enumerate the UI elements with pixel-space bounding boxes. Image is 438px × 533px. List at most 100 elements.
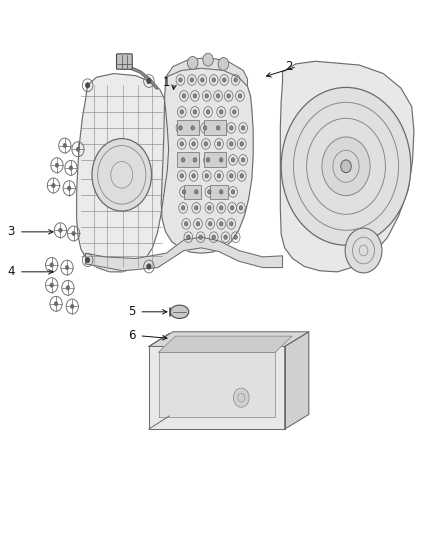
- Circle shape: [201, 78, 204, 82]
- Circle shape: [190, 78, 194, 82]
- Circle shape: [92, 139, 152, 211]
- Circle shape: [179, 78, 182, 82]
- Circle shape: [194, 190, 198, 194]
- Circle shape: [217, 174, 221, 178]
- Circle shape: [219, 222, 223, 226]
- Circle shape: [212, 235, 215, 239]
- Circle shape: [223, 78, 226, 82]
- Circle shape: [203, 126, 207, 130]
- Circle shape: [231, 190, 235, 194]
- Polygon shape: [159, 352, 275, 417]
- Polygon shape: [77, 74, 169, 272]
- Circle shape: [181, 206, 185, 210]
- Circle shape: [218, 58, 229, 70]
- Polygon shape: [149, 346, 285, 429]
- Circle shape: [196, 222, 200, 226]
- Bar: [204, 120, 226, 135]
- Circle shape: [240, 142, 244, 146]
- Circle shape: [219, 190, 223, 194]
- Circle shape: [234, 235, 237, 239]
- Circle shape: [238, 94, 242, 98]
- Circle shape: [208, 190, 211, 194]
- Circle shape: [193, 158, 197, 162]
- Circle shape: [52, 183, 55, 188]
- Circle shape: [184, 222, 188, 226]
- Circle shape: [216, 94, 220, 98]
- Polygon shape: [161, 68, 253, 253]
- Circle shape: [206, 110, 210, 114]
- Text: 2: 2: [285, 60, 293, 73]
- Circle shape: [76, 147, 80, 151]
- Circle shape: [147, 78, 151, 84]
- Text: 3: 3: [7, 225, 14, 238]
- Circle shape: [231, 158, 235, 162]
- Circle shape: [217, 142, 221, 146]
- Circle shape: [182, 94, 186, 98]
- Circle shape: [55, 163, 59, 167]
- Circle shape: [345, 228, 382, 273]
- Circle shape: [71, 304, 74, 309]
- Circle shape: [187, 56, 198, 69]
- Circle shape: [63, 143, 67, 148]
- Circle shape: [54, 302, 58, 306]
- Text: 5: 5: [128, 305, 135, 318]
- Circle shape: [192, 142, 195, 146]
- Text: 6: 6: [127, 329, 135, 342]
- Polygon shape: [159, 336, 292, 352]
- Polygon shape: [149, 332, 309, 346]
- Circle shape: [227, 94, 230, 98]
- Circle shape: [59, 228, 62, 232]
- Circle shape: [194, 206, 198, 210]
- Circle shape: [230, 222, 233, 226]
- Bar: [184, 185, 201, 198]
- Circle shape: [192, 174, 195, 178]
- Circle shape: [224, 235, 227, 239]
- Circle shape: [241, 158, 245, 162]
- Circle shape: [216, 126, 220, 130]
- Bar: [204, 152, 226, 167]
- Circle shape: [193, 94, 197, 98]
- Circle shape: [85, 257, 90, 263]
- Ellipse shape: [170, 305, 189, 318]
- Text: 4: 4: [7, 265, 15, 278]
- Circle shape: [181, 158, 185, 162]
- Circle shape: [322, 137, 370, 196]
- Circle shape: [203, 53, 213, 66]
- Circle shape: [67, 186, 71, 190]
- Polygon shape: [285, 332, 309, 429]
- Circle shape: [147, 264, 151, 269]
- Circle shape: [187, 235, 190, 239]
- Polygon shape: [280, 61, 414, 272]
- Circle shape: [180, 174, 184, 178]
- Circle shape: [65, 265, 69, 270]
- Circle shape: [204, 142, 208, 146]
- Circle shape: [180, 142, 184, 146]
- Circle shape: [230, 206, 234, 210]
- Circle shape: [193, 110, 197, 114]
- Circle shape: [219, 110, 223, 114]
- Circle shape: [50, 263, 53, 267]
- Circle shape: [240, 174, 244, 178]
- Circle shape: [233, 110, 236, 114]
- Circle shape: [233, 388, 249, 407]
- Circle shape: [191, 126, 194, 130]
- Circle shape: [230, 126, 233, 130]
- Circle shape: [241, 126, 245, 130]
- Circle shape: [230, 142, 233, 146]
- Circle shape: [219, 158, 223, 162]
- Circle shape: [50, 283, 53, 287]
- Bar: [210, 185, 228, 198]
- Circle shape: [239, 206, 243, 210]
- Circle shape: [208, 206, 211, 210]
- Circle shape: [281, 87, 411, 245]
- Circle shape: [180, 110, 184, 114]
- Circle shape: [341, 160, 351, 173]
- Circle shape: [72, 231, 75, 236]
- Bar: [177, 152, 199, 167]
- Bar: [177, 120, 199, 135]
- Text: 1: 1: [162, 76, 170, 89]
- Circle shape: [212, 78, 215, 82]
- Circle shape: [182, 190, 186, 194]
- Circle shape: [234, 78, 237, 82]
- Circle shape: [69, 166, 73, 170]
